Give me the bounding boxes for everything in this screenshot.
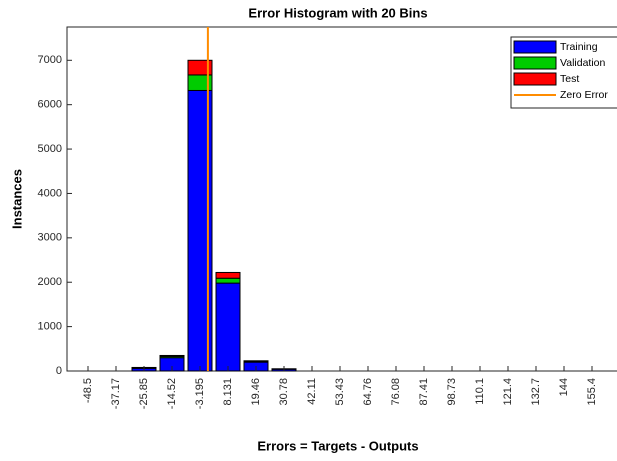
chart-title: Error Histogram with 20 Bins [248,5,427,20]
x-tick-label: -3.195 [194,378,206,409]
legend-label: Zero Error [560,89,608,101]
x-tick-label: 30.78 [278,378,290,406]
legend-swatch [513,40,557,54]
x-tick-label: 8.131 [222,378,234,406]
x-tick-label: 144 [558,378,570,396]
y-tick-label: 5000 [38,143,62,155]
x-axis-label: Errors = Targets - Outputs [257,438,418,453]
bar-segment [215,277,241,284]
x-tick-label: 53.43 [334,378,346,406]
bar-segment [215,282,241,372]
x-tick-label: -14.52 [166,378,178,409]
y-tick-label: 6000 [38,99,62,111]
x-tick-label: -37.17 [110,378,122,409]
y-axis-label: Instances [9,169,24,229]
x-tick-label: 76.08 [390,378,402,406]
bar-segment [215,271,241,279]
y-tick-label: 1000 [38,321,62,333]
bar-segment [187,59,213,76]
legend-label: Validation [560,57,605,69]
legend-swatch [513,72,557,86]
y-tick-label: 0 [56,365,62,377]
y-tick-label: 2000 [38,276,62,288]
x-tick-label: 42.11 [306,378,318,405]
y-tick-label: 4000 [38,187,62,199]
legend: Training Validation Test Zero Error [510,36,617,109]
legend-swatch [513,56,557,70]
x-tick-label: 64.76 [362,378,374,406]
x-tick-label: -48.5 [82,378,94,403]
y-tick-label: 3000 [38,232,62,244]
x-tick-label: -25.85 [138,378,150,409]
y-tick-label: 7000 [38,54,62,66]
x-tick-label: 19.46 [250,378,262,406]
x-tick-label: 110.1 [474,378,486,405]
bar-segment [159,354,185,357]
x-tick-label: 98.73 [446,378,458,406]
legend-label: Training [560,41,598,53]
x-tick-label: 132.7 [530,378,542,406]
bar-segment [243,360,269,362]
legend-label: Test [560,73,579,85]
x-tick-label: 87.41 [418,378,430,406]
x-tick-label: 155.4 [586,378,598,406]
x-tick-label: 121.4 [502,378,514,406]
